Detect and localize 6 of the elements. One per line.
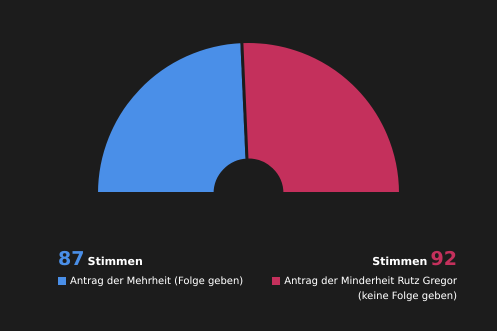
legend-label: Antrag der Mehrheit (Folge geben) — [70, 276, 244, 287]
text: Stimmen — [88, 255, 143, 268]
data-label: 92 — [430, 248, 457, 270]
legend-label: Antrag der Minderheit Rutz Gregor (keine Folge geben) — [284, 276, 457, 302]
data-label: 87 — [58, 248, 84, 270]
text: Stimmen — [372, 255, 428, 268]
